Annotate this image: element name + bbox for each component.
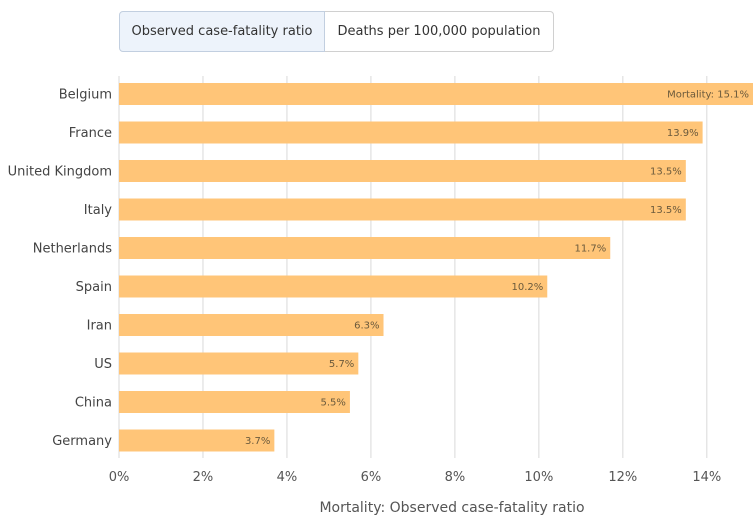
category-label: Belgium (59, 88, 112, 103)
category-label: China (75, 396, 112, 411)
bar[interactable] (119, 160, 686, 182)
data-label: Mortality: 15.1% (667, 90, 749, 101)
x-tick-label: 2% (193, 470, 214, 485)
bar[interactable] (119, 391, 350, 413)
bar[interactable] (119, 121, 703, 144)
data-label: 13.9% (667, 128, 699, 139)
data-label: 11.7% (574, 244, 606, 255)
x-axis-ticks: 0% 2% 4% 6% 8% 10% 12% 14% (109, 470, 722, 485)
bars (119, 83, 753, 452)
category-label: US (94, 357, 112, 372)
data-label: 13.5% (650, 205, 682, 216)
category-label: United Kingdom (8, 165, 112, 180)
bar[interactable] (119, 198, 686, 221)
tab-deaths-per-100000-population[interactable]: Deaths per 100,000 population (325, 11, 554, 52)
category-label: Italy (84, 203, 113, 218)
data-label: 6.3% (354, 321, 379, 332)
category-labels: Belgium France United Kingdom Italy Netherla… (8, 88, 113, 450)
data-label: 10.2% (511, 282, 543, 293)
data-label: 5.5% (321, 398, 346, 409)
data-label: 13.5% (650, 167, 682, 178)
x-tick-label: 4% (277, 470, 298, 485)
category-label: Spain (76, 280, 112, 295)
category-label: Iran (87, 319, 112, 334)
x-tick-label: 10% (524, 470, 553, 485)
x-axis-title: Mortality: Observed case-fatality ratio (319, 500, 584, 516)
x-tick-label: 0% (109, 470, 130, 485)
category-label: Netherlands (33, 242, 112, 257)
x-tick-label: 8% (445, 470, 466, 485)
bar[interactable] (119, 352, 359, 375)
category-label: Germany (52, 434, 112, 449)
x-tick-label: 6% (361, 470, 382, 485)
x-tick-label: 12% (608, 470, 637, 485)
category-label: France (69, 126, 112, 141)
bar[interactable] (119, 275, 548, 298)
tab-observed-case-fatality-ratio[interactable]: Observed case-fatality ratio (119, 11, 325, 52)
data-label: 3.7% (245, 436, 270, 447)
x-tick-label: 14% (692, 470, 721, 485)
bar[interactable] (119, 429, 275, 452)
bar[interactable] (119, 314, 384, 336)
data-label: 5.7% (329, 359, 354, 370)
bar[interactable] (119, 237, 611, 259)
bar[interactable] (119, 83, 753, 105)
data-labels: Mortality: 15.1% 13.9% 13.5% 13.5% 11.7% 10.2… (245, 90, 749, 448)
